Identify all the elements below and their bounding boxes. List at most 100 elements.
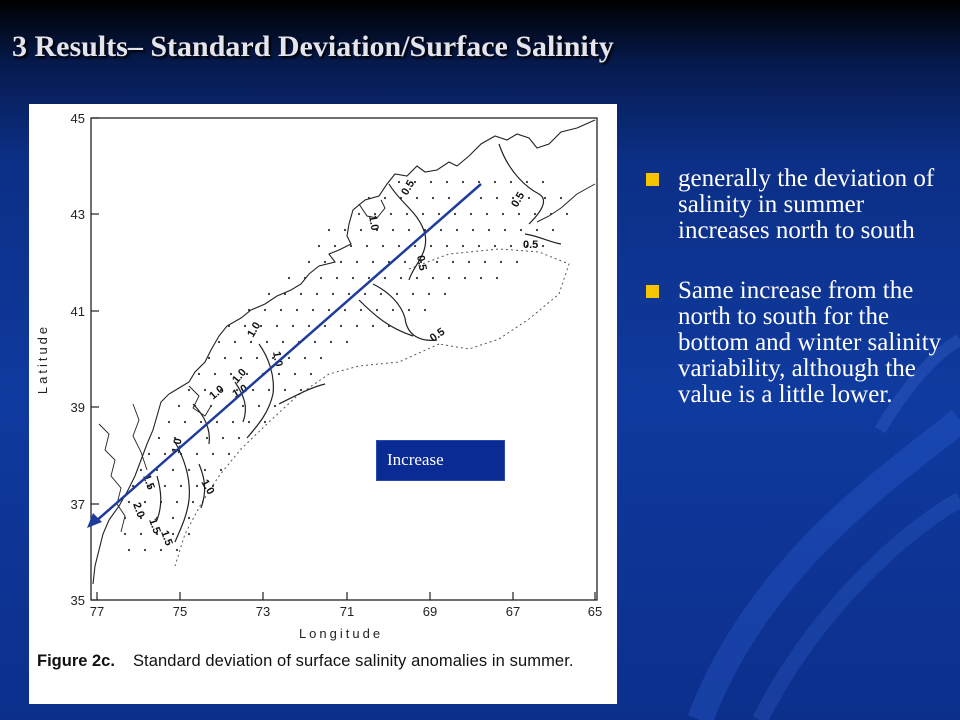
station-dot: [429, 244, 433, 248]
station-dot: [479, 196, 483, 200]
y-tick-label: 45: [71, 111, 85, 126]
georges-bank: [408, 248, 570, 350]
station-dot: [413, 180, 417, 184]
station-dot: [295, 308, 299, 312]
bullet-text: generally the deviation of salinity in s…: [678, 165, 935, 244]
station-dot: [211, 452, 215, 456]
contour-label: 1.0: [270, 350, 284, 367]
station-dot: [173, 436, 177, 440]
station-dot: [373, 212, 377, 216]
contour-label: 1.0: [198, 478, 216, 497]
station-dot: [175, 548, 179, 552]
station-dot: [349, 244, 353, 248]
station-dot: [445, 180, 449, 184]
increase-arrow-label: Increase: [376, 440, 505, 481]
contour-lines: [156, 143, 562, 543]
coastline: [92, 119, 596, 585]
station-dot: [367, 196, 371, 200]
station-dot: [445, 244, 449, 248]
nova-scotia: [536, 183, 596, 223]
station-dot: [235, 388, 239, 392]
figure-panel: 45 43 41 39 37 35 77 75 73 71 69 67 65 L…: [29, 104, 617, 704]
station-dot: [487, 228, 491, 232]
station-dot: [247, 308, 251, 312]
station-dot: [339, 324, 343, 328]
station-dot: [397, 180, 401, 184]
station-dot: [303, 276, 307, 280]
station-dot: [389, 212, 393, 216]
y-tick-label: 37: [71, 497, 85, 512]
salinity-map: 45 43 41 39 37 35 77 75 73 71 69 67 65 L…: [35, 111, 602, 641]
station-dot: [421, 212, 425, 216]
station-dot: [307, 260, 311, 264]
station-dot: [283, 388, 287, 392]
station-dot: [299, 388, 303, 392]
station-dot: [451, 260, 455, 264]
station-dot: [391, 308, 395, 312]
station-dot: [255, 356, 259, 360]
station-dot: [197, 372, 201, 376]
station-dot: [423, 308, 427, 312]
station-dot: [359, 228, 363, 232]
station-dot: [469, 212, 473, 216]
station-dot: [279, 308, 283, 312]
station-dot: [271, 356, 275, 360]
station-dot: [525, 180, 529, 184]
station-dot: [455, 228, 459, 232]
station-dot: [483, 260, 487, 264]
station-dot: [163, 452, 167, 456]
station-dot: [375, 308, 379, 312]
station-dot: [221, 436, 225, 440]
station-dot: [273, 404, 277, 408]
station-dot: [171, 516, 175, 520]
y-axis-ticks: [91, 117, 99, 601]
station-dot: [335, 276, 339, 280]
station-dot: [471, 228, 475, 232]
bullet-item: Same increase from the north to south fo…: [643, 278, 943, 408]
station-dot: [419, 260, 423, 264]
contour-label: 1.0: [245, 320, 263, 339]
station-dot: [319, 356, 323, 360]
x-tick-label: 75: [173, 604, 187, 619]
station-dot: [405, 212, 409, 216]
station-dot: [503, 228, 507, 232]
station-dot: [229, 372, 233, 376]
station-dot: [551, 228, 555, 232]
station-dot: [299, 292, 303, 296]
station-dot: [203, 468, 207, 472]
bullet-text: Same increase from the north to south fo…: [678, 277, 942, 408]
station-dot: [215, 420, 219, 424]
station-dot: [431, 276, 435, 280]
station-dot: [477, 180, 481, 184]
station-dot: [415, 196, 419, 200]
station-dot: [219, 468, 223, 472]
station-dot: [463, 276, 467, 280]
station-dot: [183, 420, 187, 424]
station-dot: [187, 468, 191, 472]
figure-caption-text: Standard deviation of surface salinity a…: [132, 652, 574, 670]
station-dot: [303, 356, 307, 360]
station-dot: [327, 308, 331, 312]
station-dot: [209, 404, 213, 408]
station-dot: [275, 324, 279, 328]
figure-caption: Figure 2c. Standard deviation of surface …: [37, 652, 612, 671]
station-dot: [233, 340, 237, 344]
bullet-square-icon: [646, 173, 659, 186]
station-dot: [427, 292, 431, 296]
station-dot: [329, 340, 333, 344]
station-dot: [311, 308, 315, 312]
station-dot: [257, 404, 261, 408]
station-dot: [435, 260, 439, 264]
x-axis-ticks: [96, 592, 596, 600]
station-dot: [237, 436, 241, 440]
station-dot: [231, 420, 235, 424]
station-dot: [323, 324, 327, 328]
station-dot: [175, 500, 179, 504]
station-dot: [533, 212, 537, 216]
station-dot: [453, 212, 457, 216]
station-dot: [347, 292, 351, 296]
station-dot: [313, 340, 317, 344]
bullet-item: generally the deviation of salinity in s…: [643, 166, 943, 244]
station-dot: [323, 260, 327, 264]
